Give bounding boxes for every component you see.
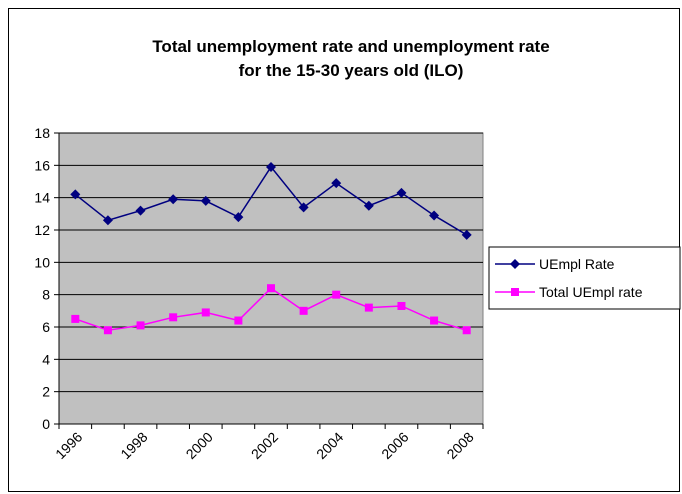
x-tick-label: 1996 — [52, 429, 85, 462]
data-point-diamond — [135, 205, 146, 216]
data-point-square — [462, 326, 471, 335]
plot-area — [58, 132, 484, 425]
y-tick-label: 18 — [34, 125, 50, 141]
x-tick-label: 1998 — [117, 429, 150, 462]
legend-label: UEmpl Rate — [539, 256, 615, 272]
data-point-square — [103, 326, 112, 335]
chart-title-line-1: Total unemployment rate and unemployment… — [152, 37, 549, 56]
y-tick-label: 14 — [34, 190, 50, 206]
data-point-square — [234, 316, 243, 325]
y-tick-label: 8 — [42, 287, 50, 303]
x-tick-label: 2008 — [443, 429, 476, 462]
y-tick-label: 16 — [34, 157, 50, 173]
data-point-diamond — [70, 189, 81, 200]
x-tick-label: 2004 — [313, 429, 346, 462]
data-point-square — [299, 306, 308, 315]
data-point-diamond — [168, 194, 179, 205]
data-point-square — [169, 313, 178, 322]
data-point-diamond — [331, 178, 342, 189]
data-point-diamond — [200, 195, 211, 206]
legend-marker-square — [511, 288, 519, 296]
x-tick-label: 2000 — [183, 429, 216, 462]
legend-label: Total UEmpl rate — [539, 284, 643, 300]
data-point-diamond — [233, 212, 244, 223]
data-point-square — [201, 308, 210, 317]
data-point-square — [136, 321, 145, 330]
y-tick-label: 12 — [34, 222, 50, 238]
data-point-diamond — [461, 229, 472, 240]
x-tick-label: 2006 — [378, 429, 411, 462]
y-tick-label: 4 — [42, 351, 50, 367]
data-point-diamond — [363, 200, 374, 211]
y-tick-label: 2 — [42, 384, 50, 400]
chart-title-line-2: for the 15-30 years old (ILO) — [239, 61, 464, 80]
data-point-square — [332, 290, 341, 299]
legend-box — [488, 246, 681, 310]
y-tick-label: 6 — [42, 319, 50, 335]
data-point-square — [71, 314, 80, 323]
data-point-diamond — [298, 202, 309, 213]
y-tick-label: 0 — [42, 416, 50, 432]
data-point-square — [397, 301, 406, 310]
data-point-diamond — [102, 215, 113, 226]
data-point-diamond — [266, 161, 276, 172]
legend-marker-diamond — [510, 259, 520, 269]
data-point-square — [364, 303, 373, 312]
x-tick-label: 2002 — [248, 429, 281, 462]
y-tick-label: 10 — [34, 254, 50, 270]
data-point-diamond — [429, 210, 440, 221]
data-point-square — [267, 284, 275, 293]
data-point-diamond — [396, 187, 407, 198]
data-point-square — [430, 316, 439, 325]
